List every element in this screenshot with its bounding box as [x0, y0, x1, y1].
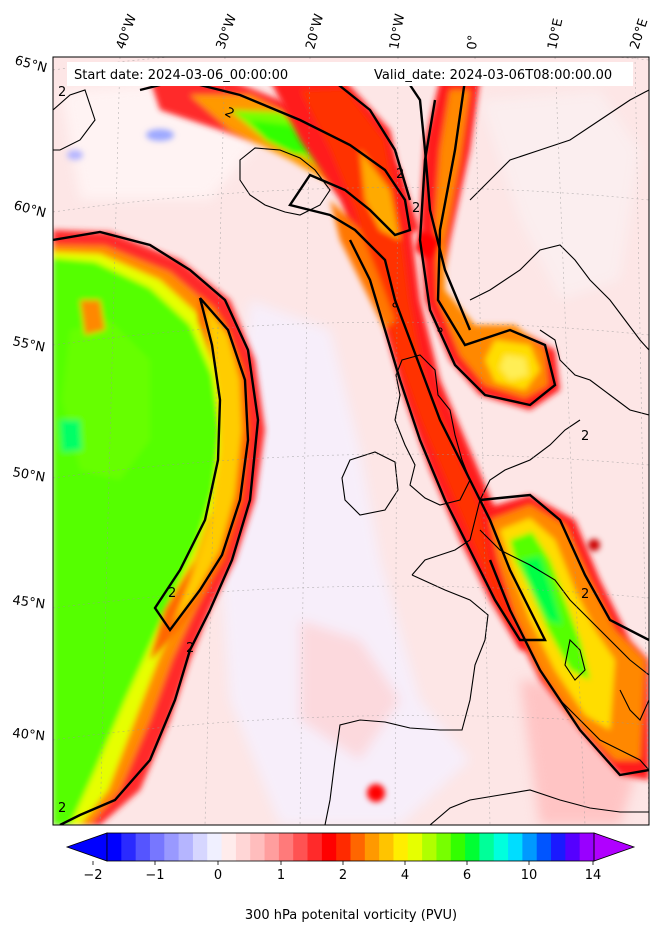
lat-label-65n: 65°N [13, 53, 49, 76]
contour-label-7: 2 [581, 587, 589, 602]
lon-labels: 40°W 30°W 20°W 10°W 0° 10°E 20°E [114, 12, 652, 51]
contour-southeast [479, 493, 649, 642]
lat-label-40n: 40°N [12, 726, 46, 744]
colorbar-cell [135, 833, 151, 861]
contour-label-2: 2 [396, 167, 404, 182]
contour-east-large [399, 69, 472, 331]
start-date-label: Start date: 2024-03-06_00:00:00 [74, 68, 288, 83]
colorbar-cell [379, 833, 395, 861]
colorbar-tick-label: 0 [214, 868, 222, 883]
contour-north-sea [418, 70, 557, 407]
colorbar-cell [565, 833, 581, 861]
contour-label-5: 2 [186, 641, 194, 656]
coastlines [53, 89, 649, 825]
colorbar-tick-label: 2 [339, 868, 347, 883]
colorbar-cell [551, 833, 566, 861]
graticule [53, 57, 649, 825]
colorbar-cell [149, 833, 165, 861]
lon-label-30w: 30°W [214, 12, 240, 51]
colorbar-frame [106, 832, 595, 862]
colorbar-tick-label: 14 [585, 868, 602, 883]
colorbar-label: 300 hPa potenital vorticity (PVU) [245, 908, 457, 923]
contour-label-9: 2 [58, 801, 66, 816]
contour-label-3: 2 [412, 201, 420, 216]
colorbar-cell [479, 833, 495, 861]
colorbar-tick-label: 6 [463, 868, 471, 883]
lon-label-0: 0° [465, 34, 481, 50]
colorbar-cell [465, 833, 481, 861]
colorbar-cell [450, 833, 466, 861]
colorbar-cell [293, 833, 309, 861]
contour-label-4: 2 [168, 586, 176, 601]
colorbar-cell [121, 833, 137, 861]
lat-labels: 65°N 60°N 55°N 50°N 45°N 40°N [11, 53, 48, 744]
colorbar-cell [436, 833, 452, 861]
colorbar-cell [164, 833, 180, 861]
contour-western-trough [53, 230, 260, 825]
colorbar-cell [522, 833, 538, 861]
colorbar-tick-label: −2 [83, 868, 102, 883]
colorbar-tick-label: 4 [401, 868, 409, 883]
header-box [67, 62, 633, 86]
pv-field-western-trough [53, 230, 265, 825]
colorbar-cell [508, 833, 523, 861]
pv-field-low [60, 80, 640, 825]
colorbar-cells [107, 833, 595, 861]
colorbar-under-arrow [65, 832, 108, 862]
colorbar-cell [107, 833, 122, 861]
colorbar-cell [407, 833, 423, 861]
colorbar-cell [422, 833, 438, 861]
lon-label-10w: 10°W [387, 13, 408, 51]
colorbar-cell [393, 833, 409, 861]
map-plot: 2 2 2 2 2 2 2 2 2 Start date: 2024-03-06… [52, 56, 650, 826]
colorbar-cell [536, 833, 552, 861]
contour-labels: 2 2 2 2 2 2 2 2 2 [58, 85, 589, 816]
colorbar-cell [493, 833, 509, 861]
pv-field-southeast [480, 495, 649, 780]
colorbar-tick-label: 10 [521, 868, 538, 883]
lon-label-20e: 20°E [628, 17, 652, 51]
colorbar-cell [579, 833, 595, 861]
map-frame [52, 56, 650, 826]
lon-label-10e: 10°E [545, 17, 566, 51]
lat-label-50n: 50°N [11, 465, 46, 485]
contour-label-8: 2 [58, 85, 66, 100]
colorbar-tick-label: −1 [145, 868, 164, 883]
colorbar-cell [221, 833, 237, 861]
colorbar-cell [350, 833, 366, 861]
colorbar-cell [235, 833, 251, 861]
pv-2-contours [53, 69, 649, 825]
lat-label-60n: 60°N [12, 198, 48, 221]
colorbar-cell [192, 833, 208, 861]
colorbar: −2 −1 0 1 2 4 6 10 14 300 hPa potenital vorticit… [65, 832, 636, 923]
lat-label-45n: 45°N [11, 593, 46, 612]
colorbar-cell [307, 833, 323, 861]
colorbar-cell [321, 833, 337, 861]
contour-label-6: 2 [581, 429, 589, 444]
colorbar-ticks: −2 −1 0 1 2 4 6 10 14 [83, 861, 601, 883]
colorbar-cell [207, 833, 223, 861]
lat-label-55n: 55°N [11, 334, 46, 355]
lon-label-40w: 40°W [114, 12, 140, 51]
colorbar-over-arrow [593, 832, 636, 862]
lon-label-20w: 20°W [303, 12, 327, 51]
valid-date-label: Valid_date: 2024-03-06T08:00:00.00 [374, 68, 612, 83]
contour-iceland-loop [139, 78, 547, 642]
colorbar-cell [178, 833, 194, 861]
contour-southeast-lower [488, 559, 649, 777]
pv-field-filament-west [150, 295, 250, 660]
colorbar-tick-label: 1 [277, 868, 285, 883]
contour-west-filament [153, 297, 250, 633]
colorbar-cell [278, 833, 294, 861]
colorbar-cell [264, 833, 280, 861]
colorbar-cell [336, 833, 352, 861]
colorbar-cell [364, 833, 380, 861]
colorbar-cell [250, 833, 266, 861]
